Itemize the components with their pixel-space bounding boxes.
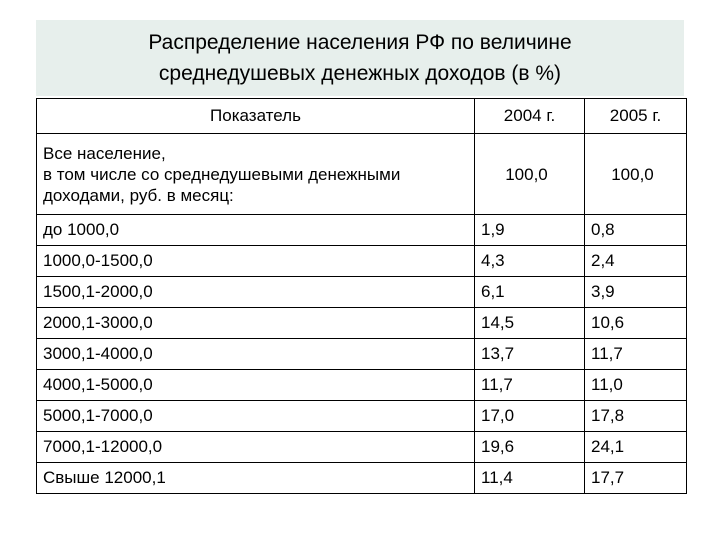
row-value-2004: 11,4 bbox=[474, 462, 585, 494]
table-row: 5000,1-7000,0 17,0 17,8 bbox=[36, 400, 687, 432]
table-row: 4000,1-5000,0 11,7 11,0 bbox=[36, 369, 687, 401]
row-label: 1500,1-2000,0 bbox=[36, 276, 475, 308]
row-label: до 1000,0 bbox=[36, 214, 475, 246]
total-label-line-1: Все население, bbox=[43, 143, 166, 163]
row-value-2004: 4,3 bbox=[474, 245, 585, 277]
row-label: Свыше 12000,1 bbox=[36, 462, 475, 494]
row-value-2004: 13,7 bbox=[474, 338, 585, 370]
row-value-2004: 14,5 bbox=[474, 307, 585, 339]
row-value-2004: 17,0 bbox=[474, 400, 585, 432]
row-label: 1000,0-1500,0 bbox=[36, 245, 475, 277]
row-value-2005: 11,7 bbox=[584, 338, 687, 370]
table-row: 1000,0-1500,0 4,3 2,4 bbox=[36, 245, 687, 277]
row-label: 3000,1-4000,0 bbox=[36, 338, 475, 370]
row-value-2004: 6,1 bbox=[474, 276, 585, 308]
income-distribution-table: Показатель 2004 г. 2005 г. Все население… bbox=[36, 98, 687, 494]
row-label: 2000,1-3000,0 bbox=[36, 307, 475, 339]
header-2005: 2005 г. bbox=[584, 98, 687, 134]
table-header-row: Показатель 2004 г. 2005 г. bbox=[36, 98, 687, 134]
row-value-2004: 1,9 bbox=[474, 214, 585, 246]
total-label: Все население, в том числе со среднедуше… bbox=[36, 133, 475, 215]
row-value-2005: 24,1 bbox=[584, 431, 687, 463]
table-row: 7000,1-12000,0 19,6 24,1 bbox=[36, 431, 687, 463]
total-label-line-2: в том числе со среднедушевыми денежными bbox=[43, 164, 401, 184]
slide-title: Распределение населения РФ по величине с… bbox=[36, 20, 684, 96]
table-row: Свыше 12000,1 11,4 17,7 bbox=[36, 462, 687, 494]
row-value-2005: 2,4 bbox=[584, 245, 687, 277]
row-value-2005: 17,7 bbox=[584, 462, 687, 494]
title-line-1: Распределение населения РФ по величине bbox=[148, 31, 572, 54]
row-value-2005: 17,8 bbox=[584, 400, 687, 432]
row-label: 7000,1-12000,0 bbox=[36, 431, 475, 463]
header-2004: 2004 г. bbox=[474, 98, 585, 134]
table-row-total: Все население, в том числе со среднедуше… bbox=[36, 133, 687, 215]
row-value-2005: 11,0 bbox=[584, 369, 687, 401]
table-row: до 1000,0 1,9 0,8 bbox=[36, 214, 687, 246]
table-row: 2000,1-3000,0 14,5 10,6 bbox=[36, 307, 687, 339]
row-label: 4000,1-5000,0 bbox=[36, 369, 475, 401]
header-indicator: Показатель bbox=[36, 98, 475, 134]
row-value-2005: 10,6 bbox=[584, 307, 687, 339]
title-line-2: среднедушевых денежных доходов (в %) bbox=[158, 62, 562, 85]
row-value-2005: 0,8 bbox=[584, 214, 687, 246]
total-label-line-3: доходами, руб. в месяц: bbox=[43, 185, 234, 205]
row-value-2005: 3,9 bbox=[584, 276, 687, 308]
row-value-2004: 19,6 bbox=[474, 431, 585, 463]
table-row: 3000,1-4000,0 13,7 11,7 bbox=[36, 338, 687, 370]
total-value-2005: 100,0 bbox=[584, 133, 687, 215]
total-value-2004: 100,0 bbox=[474, 133, 585, 215]
table-row: 1500,1-2000,0 6,1 3,9 bbox=[36, 276, 687, 308]
row-value-2004: 11,7 bbox=[474, 369, 585, 401]
row-label: 5000,1-7000,0 bbox=[36, 400, 475, 432]
